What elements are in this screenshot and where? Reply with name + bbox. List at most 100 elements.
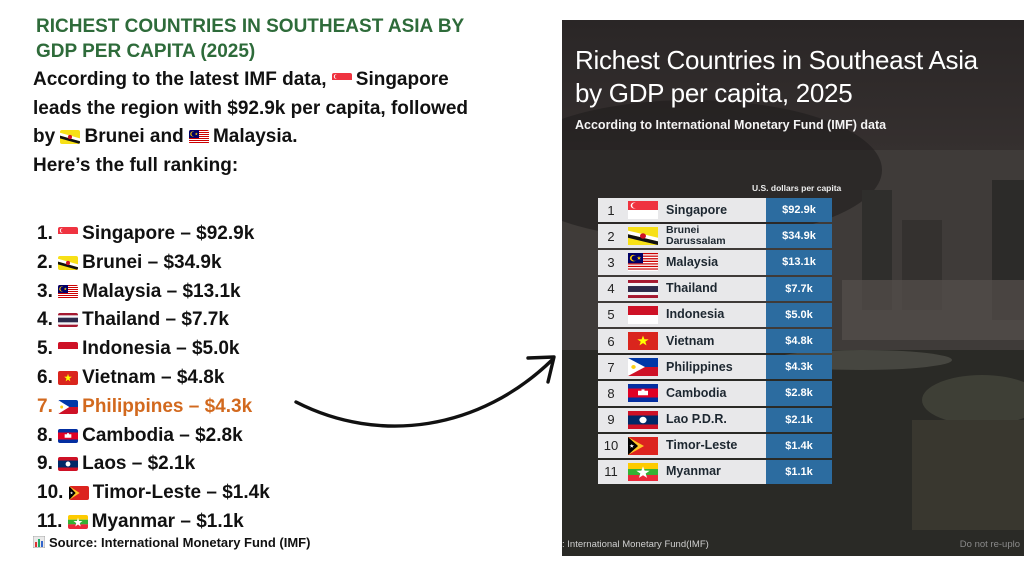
philippines-flag-icon bbox=[628, 358, 658, 377]
cambodia-flag-icon bbox=[58, 428, 79, 443]
malaysia-flag-icon bbox=[188, 130, 209, 144]
ranking-item: 2. Brunei – $34.9k bbox=[37, 249, 357, 278]
chart-title: Richest Countries in Southeast Asia by G… bbox=[575, 44, 978, 110]
intro-text-7: Here’s the full ranking: bbox=[33, 154, 239, 176]
singapore-flag-icon bbox=[58, 227, 79, 241]
laos-flag-icon bbox=[628, 410, 658, 429]
ranking-list: 1. Singapore – $92.9k 2. Brunei – $34.9k 3… bbox=[37, 220, 357, 537]
country-cell: Myanmar bbox=[666, 464, 721, 479]
table-row: 10 Timor-Leste $1.4k bbox=[598, 433, 832, 458]
chart-title-line-1: Richest Countries in Southeast Asia bbox=[575, 45, 978, 75]
rank-cell: 8 bbox=[607, 385, 615, 401]
value-cell: $34.9k bbox=[766, 224, 832, 249]
curved-arrow-icon bbox=[294, 355, 556, 428]
ranking-table: 1 Singapore $92.9k 2 Brunei Darussalam $34.9k… bbox=[598, 198, 832, 486]
ranking-item: 1. Singapore – $92.9k bbox=[37, 220, 357, 249]
ranking-label: Vietnam – $4.8k bbox=[82, 366, 225, 388]
ranking-item: 4. Thailand – $7.7k bbox=[37, 306, 357, 335]
ranking-number: 4. bbox=[37, 309, 53, 331]
brunei-flag-icon bbox=[628, 227, 658, 246]
country-cell: Singapore bbox=[666, 202, 728, 217]
intro-paragraph: According to the latest IMF data, Singap… bbox=[33, 66, 533, 180]
ranking-label: Cambodia – $2.8k bbox=[82, 424, 243, 446]
chart-image: Richest Countries in Southeast Asia by G… bbox=[562, 20, 1024, 556]
value-cell: $1.1k bbox=[766, 459, 832, 485]
source-credit: : International Monetary Fund(IMF) bbox=[562, 539, 709, 550]
country-cell: Cambodia bbox=[666, 385, 727, 400]
singapore-flag-icon bbox=[331, 73, 352, 87]
rank-cell: 7 bbox=[607, 359, 615, 375]
heading-line-2: GDP PER CAPITA (2025) bbox=[36, 41, 256, 62]
value-cell: $1.4k bbox=[766, 433, 832, 458]
country-cell: Lao P.D.R. bbox=[666, 412, 727, 427]
ranking-label: Thailand – $7.7k bbox=[82, 309, 229, 331]
intro-text-1: According to the latest IMF data, bbox=[33, 69, 327, 90]
indonesia-flag-icon bbox=[628, 305, 658, 324]
malaysia-flag-icon bbox=[58, 284, 79, 299]
rank-cell: 3 bbox=[607, 254, 615, 270]
value-cell: $7.7k bbox=[766, 276, 832, 301]
intro-text-4: by bbox=[33, 126, 56, 147]
ranking-number: 6. bbox=[37, 366, 53, 388]
table-row: 5 Indonesia $5.0k bbox=[598, 302, 832, 327]
value-cell: $5.0k bbox=[766, 302, 832, 327]
value-cell: $2.8k bbox=[766, 381, 832, 406]
country-cell: Brunei Darussalam bbox=[666, 224, 726, 248]
ranking-item: 5. Indonesia – $5.0k bbox=[37, 335, 357, 364]
ranking-label: Timor-Leste – $1.4k bbox=[92, 482, 270, 504]
ranking-number: 7. bbox=[37, 395, 53, 417]
country-cell: Timor-Leste bbox=[666, 438, 738, 453]
malaysia-flag-icon bbox=[628, 253, 658, 272]
table-row: 3 Malaysia $13.1k bbox=[598, 250, 832, 275]
bar-chart-icon bbox=[32, 535, 46, 549]
myanmar-flag-icon bbox=[628, 462, 658, 481]
heading: RICHEST COUNTRIES IN SOUTHEAST ASIA BY G… bbox=[36, 14, 533, 64]
ranking-label: Philippines – $4.3k bbox=[82, 395, 253, 417]
chart-subtitle: According to International Monetary Fund… bbox=[575, 118, 887, 132]
rank-cell: 2 bbox=[607, 228, 615, 244]
article-text: RICHEST COUNTRIES IN SOUTHEAST ASIA BY G… bbox=[33, 14, 533, 180]
value-cell: $2.1k bbox=[766, 407, 832, 432]
table-row: 8 Cambodia $2.8k bbox=[598, 381, 832, 406]
timor-leste-flag-icon bbox=[68, 486, 89, 501]
country-cell: Vietnam bbox=[666, 333, 715, 348]
ranking-number: 2. bbox=[37, 251, 53, 273]
ranking-item: 8. Cambodia – $2.8k bbox=[37, 422, 357, 451]
rank-cell: 4 bbox=[607, 281, 615, 297]
ranking-number: 8. bbox=[37, 424, 53, 446]
ranking-item: 7. Philippines – $4.3k bbox=[37, 393, 357, 422]
country-cell: Thailand bbox=[666, 281, 718, 296]
ranking-item: 11. Myanmar – $1.1k bbox=[37, 508, 357, 537]
ranking-label: Indonesia – $5.0k bbox=[82, 338, 240, 360]
ranking-number: 1. bbox=[37, 223, 53, 244]
ranking-label: Singapore – $92.9k bbox=[82, 223, 255, 244]
table-row: 11 Myanmar $1.1k bbox=[598, 459, 832, 485]
rank-cell: 6 bbox=[607, 333, 615, 349]
laos-flag-icon bbox=[58, 457, 79, 472]
timor-leste-flag-icon bbox=[628, 436, 658, 455]
ranking-item: 6. Vietnam – $4.8k bbox=[37, 364, 357, 393]
cambodia-flag-icon bbox=[628, 384, 658, 403]
ranking-number: 11. bbox=[37, 510, 63, 532]
vietnam-flag-icon bbox=[628, 332, 658, 351]
country-cell: Indonesia bbox=[666, 307, 725, 322]
ranking-label: Myanmar – $1.1k bbox=[91, 510, 244, 532]
value-header: U.S. dollars per capita bbox=[752, 183, 842, 193]
source-text: Source: International Monetary Fund (IMF… bbox=[49, 535, 311, 550]
thailand-flag-icon bbox=[58, 313, 79, 328]
ranking-number: 5. bbox=[37, 338, 53, 360]
ranking-label: Malaysia – $13.1k bbox=[82, 280, 241, 302]
chart-title-line-2: by GDP per capita, 2025 bbox=[575, 78, 853, 108]
brunei-flag-icon bbox=[58, 255, 79, 270]
value-cell: $4.8k bbox=[766, 328, 832, 354]
table-row: 6 Vietnam $4.8k bbox=[598, 328, 832, 354]
ranking-item: 3. Malaysia – $13.1k bbox=[37, 278, 357, 307]
value-cell: $92.9k bbox=[766, 198, 832, 223]
thailand-flag-icon bbox=[628, 279, 658, 298]
indonesia-flag-icon bbox=[58, 342, 79, 357]
country-cell: Philippines bbox=[666, 359, 733, 374]
rank-cell: 10 bbox=[603, 438, 619, 454]
table-row: 9 Lao P.D.R. $2.1k bbox=[598, 407, 832, 432]
table-row: 4 Thailand $7.7k bbox=[598, 276, 832, 301]
intro-text-2: Singapore bbox=[355, 69, 449, 90]
